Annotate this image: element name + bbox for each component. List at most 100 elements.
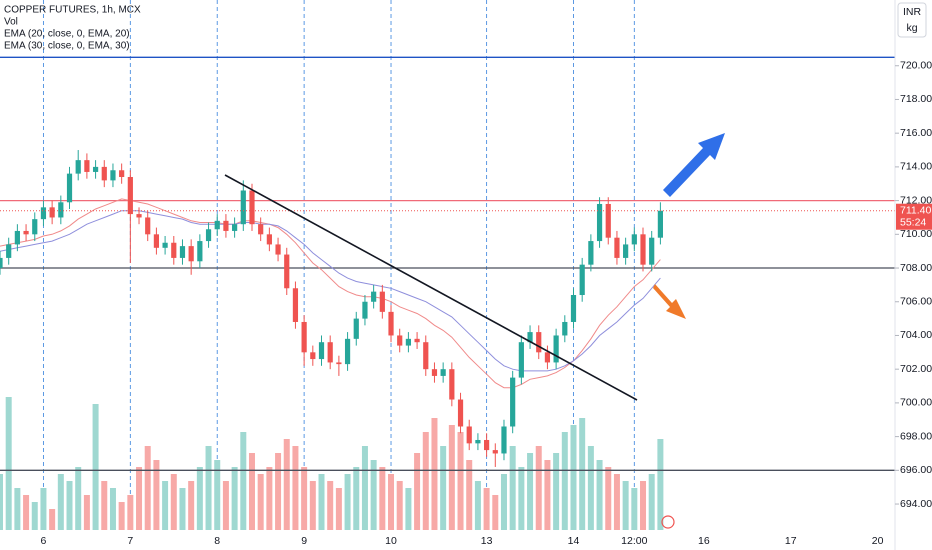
chart-title: COPPER FUTURES, 1h, MCX <box>4 5 141 16</box>
volume-bar <box>457 432 464 530</box>
volume-bar <box>118 502 125 530</box>
unit-box <box>897 2 927 38</box>
candle-body <box>249 190 255 225</box>
volume-bar <box>257 474 264 530</box>
candle-body <box>518 342 524 378</box>
candle-body <box>475 439 481 444</box>
candle-body <box>23 230 29 235</box>
candle-body <box>14 230 20 245</box>
volume-bar <box>527 453 534 530</box>
volume-bar <box>214 460 221 530</box>
candle-body <box>127 177 133 215</box>
volume-bar <box>335 488 342 530</box>
volume-bar <box>370 460 377 530</box>
volume-bar <box>657 439 664 530</box>
last-price-label: 711.40 <box>900 205 931 217</box>
volume-bar <box>553 453 560 530</box>
volume-bar <box>431 418 438 530</box>
y-tick-label: 720.00 <box>900 60 932 72</box>
candle-body <box>405 338 411 346</box>
y-tick-label: 694.00 <box>900 498 932 510</box>
volume-bar <box>301 467 308 530</box>
candle-body <box>457 399 464 427</box>
up-arrow <box>663 133 725 197</box>
volume-bar <box>292 446 299 530</box>
volume-bar <box>162 481 169 530</box>
volume-bar <box>448 425 455 530</box>
x-tick-label: 20 <box>872 535 884 547</box>
ema-line <box>0 198 661 389</box>
candle-body <box>344 338 351 365</box>
trend-line <box>224 174 638 401</box>
volume-bar <box>605 467 612 530</box>
y-tick-label: 704.00 <box>900 329 932 341</box>
x-tick-label: 7 <box>127 535 133 547</box>
candle-body <box>171 242 177 258</box>
volume-bar <box>483 488 490 530</box>
volume-bar <box>361 446 368 530</box>
volume-bar <box>66 481 73 530</box>
volume-bar <box>544 460 551 530</box>
candle-body <box>527 332 533 343</box>
legend-entry: Vol <box>4 17 18 28</box>
volume-bar <box>275 453 282 530</box>
volume-bar <box>492 495 499 530</box>
x-tick-label: 6 <box>41 535 47 547</box>
candle-body <box>596 203 603 242</box>
candle-body <box>544 352 551 363</box>
volume-bar <box>422 432 429 530</box>
candle-body <box>101 166 107 181</box>
candle-body <box>371 291 377 302</box>
y-tick-label: 698.00 <box>900 430 932 442</box>
candle-body <box>623 244 629 258</box>
candle-body <box>240 190 246 225</box>
candle-body <box>466 426 472 444</box>
candle-body <box>605 203 611 238</box>
candle-body <box>75 160 81 174</box>
candle-body <box>153 234 160 248</box>
candle-body <box>362 301 368 319</box>
volume-bar <box>466 460 473 530</box>
volume-bar <box>14 488 21 530</box>
volume-bar <box>474 481 481 530</box>
x-tick-label: 9 <box>301 535 307 547</box>
volume-bar <box>309 481 316 530</box>
candle-body <box>223 220 229 231</box>
candle-body <box>510 377 516 427</box>
candle-body <box>414 338 420 343</box>
y-tick-label: 712.00 <box>900 194 932 206</box>
volume-bar <box>509 446 516 530</box>
x-tick-label: 13 <box>481 535 493 547</box>
candle-body <box>6 244 12 258</box>
volume-bar <box>153 460 160 530</box>
ema-line <box>0 210 661 372</box>
volume-bar <box>283 439 290 530</box>
volume-bar <box>596 460 603 530</box>
candle-body <box>588 241 594 265</box>
candle-body <box>336 362 342 365</box>
volume-bar <box>318 474 325 530</box>
volume-bar <box>353 467 360 530</box>
volume-bar <box>144 446 151 530</box>
volume-bar <box>0 474 3 530</box>
y-tick-label: 710.00 <box>900 228 932 240</box>
volume-bar <box>266 467 273 530</box>
volume-bar <box>414 453 421 530</box>
volume-bar <box>136 467 143 530</box>
volume-bar <box>23 495 30 530</box>
volume-bar <box>587 446 594 530</box>
volume-bar <box>92 404 99 530</box>
candle-body <box>58 202 64 218</box>
candle-body <box>327 342 333 363</box>
candle-body <box>32 219 38 235</box>
candle-body <box>379 291 385 312</box>
volume-bar <box>640 481 647 530</box>
candle-body <box>197 241 203 262</box>
volume-bar <box>248 453 255 530</box>
x-tick-label: 10 <box>385 535 397 547</box>
plot-over <box>0 150 895 467</box>
last-price-box <box>896 203 932 230</box>
y-tick-label: 714.00 <box>900 161 932 173</box>
